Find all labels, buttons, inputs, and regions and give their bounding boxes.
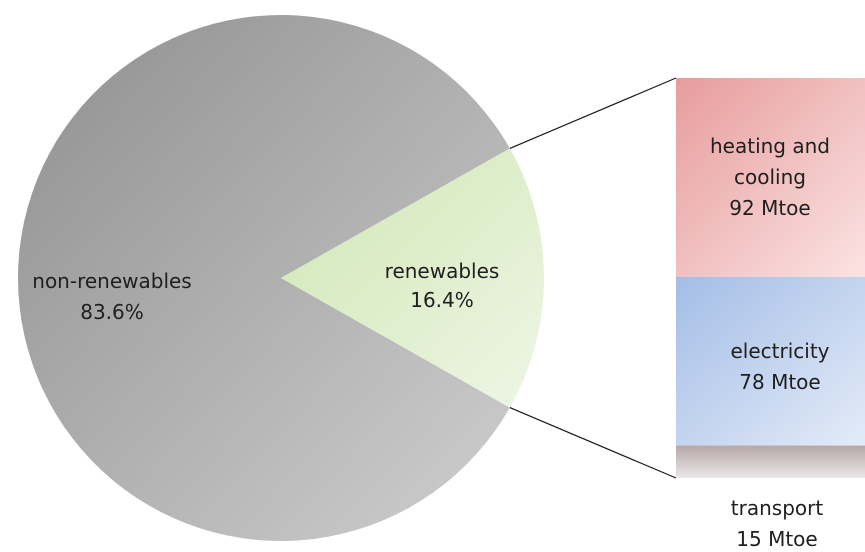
- breakdown-bar: [676, 78, 865, 478]
- data-labels: non-renewables 83.6% renewables 16.4% heatin…: [32, 134, 830, 551]
- pie-slice-renewables: [281, 148, 545, 408]
- label-transport: transport 15 Mtoe: [731, 496, 824, 551]
- pie-slice-non-renewables: [17, 14, 510, 541]
- bar-segment-heating-and-cooling: [676, 78, 865, 277]
- connector-line-top: [509, 77, 677, 149]
- bar-segment-transport: [676, 445, 865, 478]
- connector-lines: [509, 77, 677, 479]
- bar-segment-electricity: [676, 276, 865, 446]
- connector-line-bottom: [509, 407, 677, 479]
- pie: [17, 14, 545, 541]
- label-electricity: electricity 78 Mtoe: [730, 339, 829, 394]
- label-heating-and-cooling: heating and cooling 92 Mtoe: [710, 134, 830, 220]
- label-renewables: renewables 16.4%: [385, 259, 500, 312]
- label-non-renewables: non-renewables 83.6%: [32, 269, 191, 324]
